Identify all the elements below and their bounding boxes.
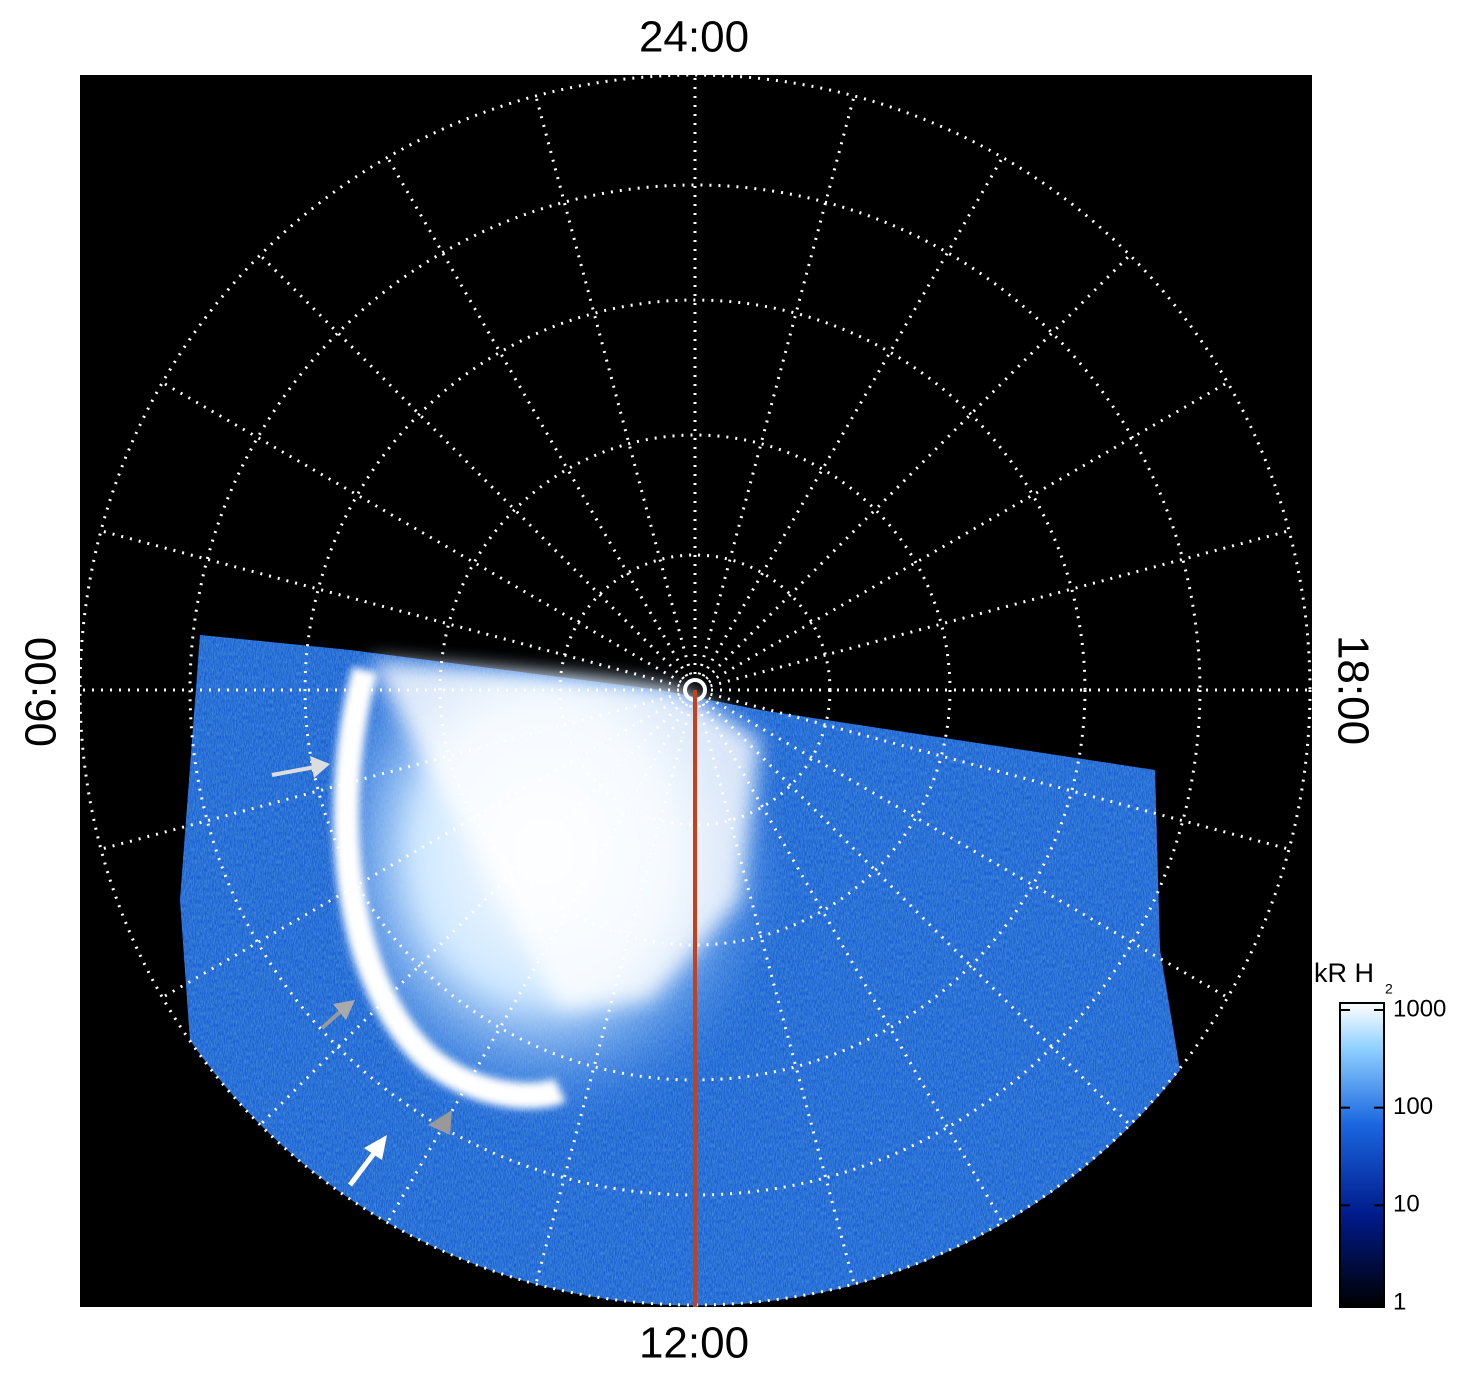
meridian-line <box>710 529 1290 688</box>
meridian-line <box>708 696 1229 999</box>
meridian-line <box>697 95 856 675</box>
meridian-line <box>710 692 1290 851</box>
meridian-line <box>534 705 693 1285</box>
meridian-line <box>705 254 1131 680</box>
meridian-line <box>100 529 680 688</box>
top-label: 24:00 <box>639 13 749 62</box>
latitude-circle <box>80 75 1312 1307</box>
left-label: 06:00 <box>17 637 66 747</box>
colorbar <box>1339 1002 1385 1308</box>
meridian-line <box>708 381 1229 684</box>
meridian-line <box>161 381 682 684</box>
meridian-line <box>386 703 689 1224</box>
meridian-line <box>259 254 685 680</box>
meridian-line <box>697 705 856 1285</box>
meridian-line <box>100 692 680 851</box>
meridian-line <box>259 700 685 1126</box>
latitude-circle <box>438 433 952 947</box>
right-label: 18:00 <box>1328 635 1377 745</box>
colorbar-title-subscript: 2 <box>1385 981 1393 997</box>
arrows <box>271 756 452 1187</box>
meridian-line <box>705 700 1131 1126</box>
colorbar-tick-label: 1000 <box>1393 995 1446 1022</box>
meridian-line <box>701 156 1004 677</box>
meridian-line <box>161 696 682 999</box>
colorbar-tick-label: 100 <box>1393 1093 1433 1120</box>
meridian-line <box>534 95 693 675</box>
colorbar-tick-label: 1 <box>1393 1288 1406 1315</box>
meridian-line <box>386 156 689 677</box>
bottom-label: 12:00 <box>639 1319 749 1368</box>
colorbar-tick-label: 10 <box>1393 1191 1420 1218</box>
main-oval-arc <box>333 666 566 1109</box>
colorbar-title: kR H <box>1314 958 1374 988</box>
meridian-line <box>701 703 1004 1224</box>
polar-emission <box>370 660 760 1010</box>
